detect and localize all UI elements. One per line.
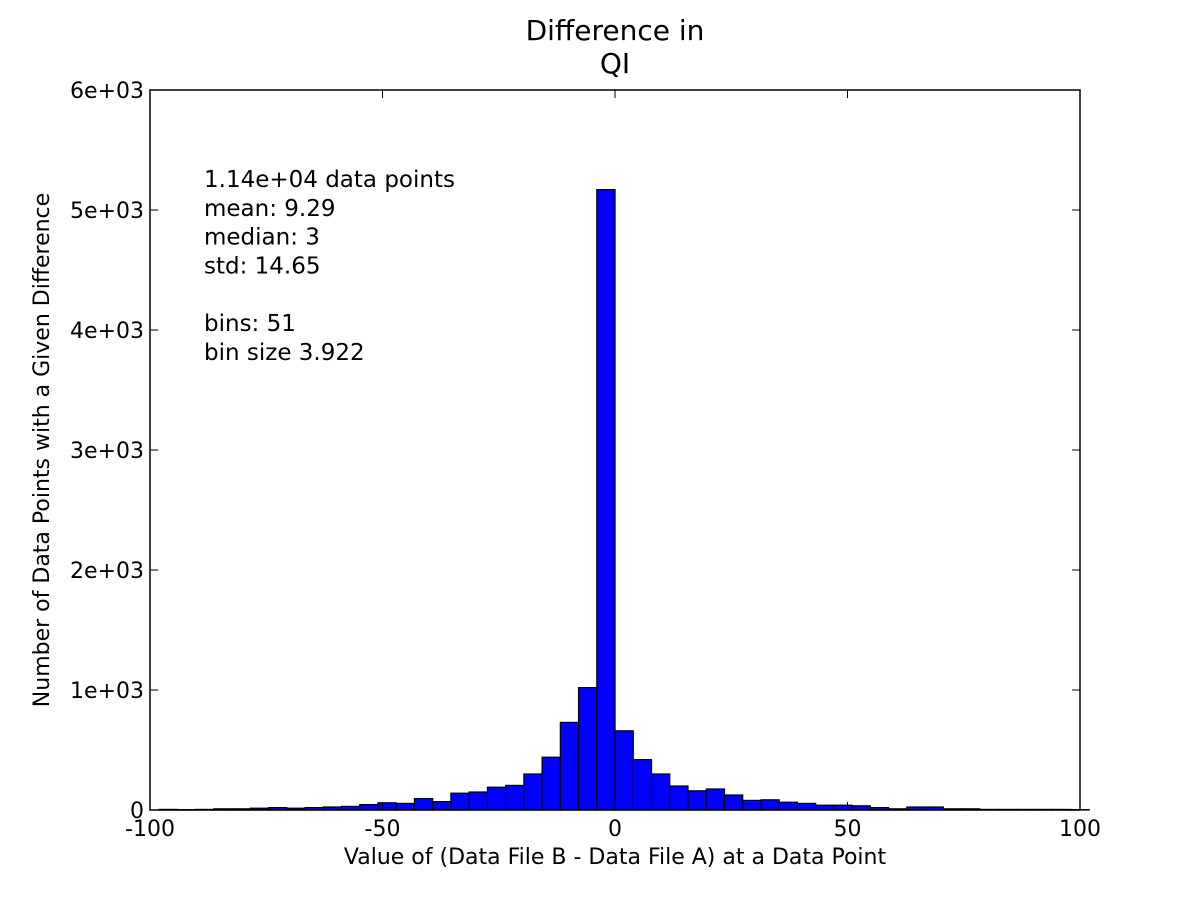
histogram-bar: [632, 758, 653, 811]
stats-annotation: 1.14e+04 data points mean: 9.29 median: 3s…: [204, 167, 455, 366]
histogram-bar: [450, 792, 470, 811]
x-tick-label: 100: [1059, 817, 1101, 842]
histogram-bar: [541, 756, 561, 811]
x-tick-label: 50: [834, 817, 862, 842]
axis-ticks: -100 -50 0 50 100 0 1e+03 2e+03 3e+03 4e+03 5e+03 6…: [70, 79, 1101, 842]
x-axis-label: Value of (Data File B - Data File A) at …: [344, 845, 887, 870]
histogram-bar: [523, 773, 543, 811]
histogram-bar: [705, 788, 726, 811]
histogram-bar: [723, 794, 744, 811]
stats-line: median: 3: [204, 225, 320, 251]
y-tick-label: 1e+03: [70, 679, 144, 704]
histogram-bar: [577, 686, 598, 811]
x-tick-label: 0: [608, 817, 622, 842]
histogram-bar: [377, 802, 397, 811]
histogram-bar: [687, 790, 707, 811]
histogram-bar: [614, 730, 634, 811]
histogram-bar: [796, 802, 817, 811]
stats-line: 1.14e+04 data points: [204, 167, 455, 193]
y-tick-label: 0: [130, 799, 144, 824]
y-tick-label: 2e+03: [70, 559, 144, 584]
histogram-bar: [413, 797, 434, 811]
x-tick-label: -50: [365, 817, 401, 842]
stats-line: std: 14.65: [204, 253, 321, 279]
histogram-bar: [650, 773, 671, 811]
chart-title-line: Difference in: [526, 14, 705, 47]
stats-line: bin size 3.922: [204, 340, 365, 366]
y-tick-label: 5e+03: [70, 199, 144, 224]
histogram-bar: [486, 786, 507, 811]
histogram-bar: [742, 799, 762, 811]
chart-title-line: QI: [600, 47, 630, 80]
y-tick-label: 6e+03: [70, 79, 144, 104]
histogram-bar: [596, 189, 616, 811]
histogram-bar: [359, 803, 379, 811]
y-tick-label: 4e+03: [70, 319, 144, 344]
histogram-bar: [760, 799, 780, 811]
histogram-bars: [158, 189, 1090, 811]
x-tick-label: -100: [125, 817, 175, 842]
histogram-bar: [669, 785, 689, 811]
histogram-bar: [432, 800, 452, 811]
histogram-bar: [505, 784, 525, 811]
y-axis-label: Number of Data Points with a Given Diffe…: [30, 193, 55, 707]
y-tick-label: 3e+03: [70, 439, 144, 464]
histogram-bar: [559, 721, 580, 811]
histogram-bar: [778, 801, 799, 811]
stats-line: bins: 51: [204, 311, 296, 337]
histogram-bar: [468, 791, 488, 811]
stats-line: mean: 9.29: [204, 196, 336, 222]
histogram-bar: [395, 802, 416, 811]
